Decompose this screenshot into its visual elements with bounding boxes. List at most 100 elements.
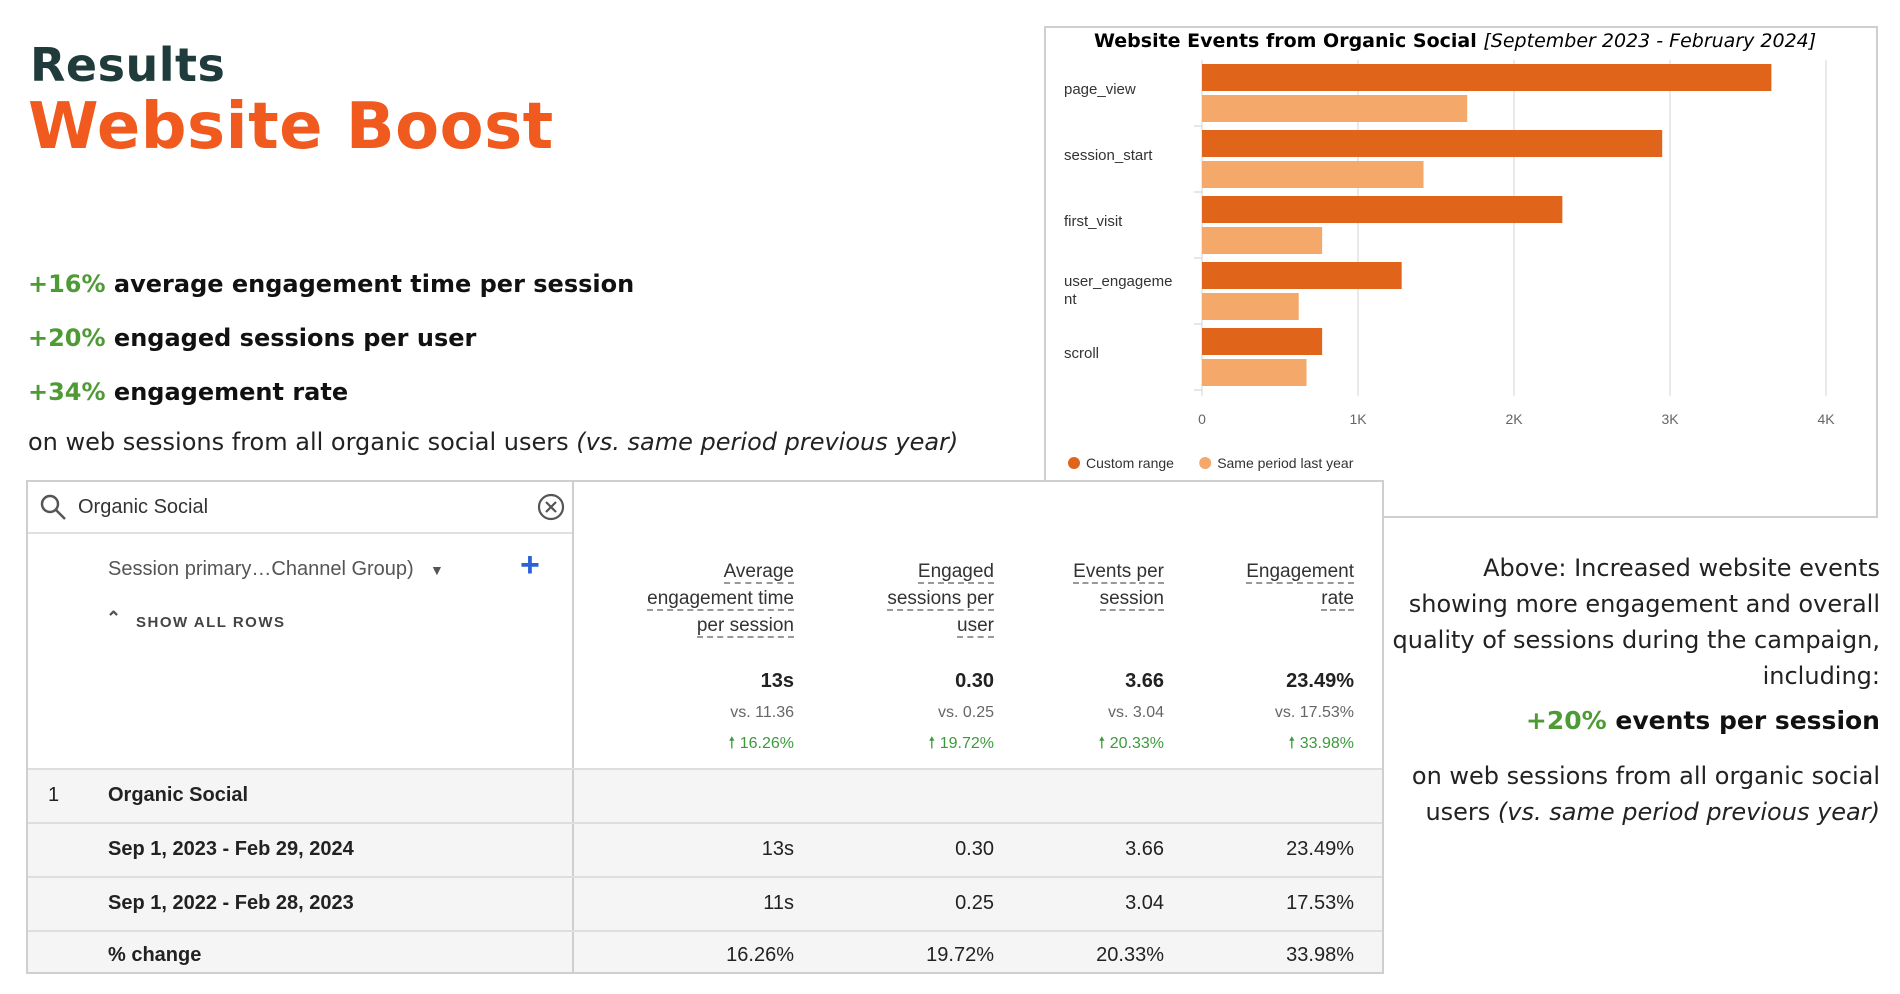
change-value-text: 16.26% (739, 735, 794, 752)
page-title: Website Boost (28, 90, 554, 164)
arrow-up-icon: 🠕 (1288, 735, 1300, 752)
row-label: Organic Social (108, 784, 249, 806)
row-label: % change (108, 944, 202, 966)
col-header-line: user (957, 615, 994, 638)
chart-subtitle: [September 2023 - February 2024] (1483, 30, 1817, 52)
events-bar-chart: 0 1K 2K 3K 4K page_view session_start first_vis… (1064, 60, 1835, 471)
col-header-line: engagement time (647, 588, 794, 611)
dimension-pane: Organic Social Session primary…Channel G… (28, 482, 574, 972)
col-header-line: Average (723, 561, 794, 584)
category-label: first_visit (1064, 213, 1123, 230)
x-tick-label: 1K (1349, 411, 1367, 427)
show-all-rows-button[interactable]: ⌃ SHOW ALL ROWS (106, 608, 286, 631)
stat-engaged-sessions: +20% engaged sessions per user (28, 324, 476, 352)
add-dimension-button[interactable]: + (520, 546, 540, 584)
col-header-line: Events per (1073, 561, 1164, 584)
stats-note-text: on web sessions from all organic social … (28, 428, 577, 456)
x-tick-label: 4K (1817, 411, 1835, 427)
row-value: 3.04 (1125, 892, 1164, 914)
col-header-line: Engaged (917, 561, 994, 584)
col-engaged-sessions[interactable]: Engaged sessions per user (818, 558, 994, 639)
category-label: page_view (1064, 81, 1136, 98)
stat-engagement-time: +16% average engagement time per session (28, 270, 634, 298)
table-row[interactable]: Sep 1, 2023 - Feb 29, 2024 13s 0.30 3.66… (28, 822, 1382, 876)
results-label: Results (30, 38, 226, 92)
stats-note-italic: (vs. same period previous year) (576, 428, 959, 456)
search-input[interactable]: Organic Social (78, 496, 209, 518)
row-index: 1 (48, 784, 60, 806)
expand-rows-icon: ⌃ (106, 608, 123, 628)
row-value: 17.53% (1286, 892, 1354, 914)
column-divider (572, 932, 574, 972)
change-value: 🠕 19.72% (818, 732, 994, 759)
column-divider (572, 770, 574, 822)
bar (1202, 328, 1323, 355)
events-note-text: on web sessions from all organic social … (1411, 762, 1880, 826)
chevron-down-icon[interactable]: ▼ (430, 562, 444, 578)
bar (1202, 227, 1323, 254)
clear-search-icon[interactable] (536, 492, 566, 522)
total-value: 23.49% (1286, 670, 1354, 692)
legend-swatch (1068, 457, 1080, 469)
change-value-text: 19.72% (939, 735, 994, 752)
column-divider (572, 824, 574, 876)
row-value: 33.98% (1286, 944, 1354, 966)
total-value: 0.30 (955, 670, 994, 692)
row-value: 3.66 (1125, 838, 1164, 860)
legend-swatch (1199, 457, 1212, 469)
row-label: Sep 1, 2022 - Feb 28, 2023 (108, 892, 354, 914)
change-value: 🠕 16.26% (588, 732, 794, 759)
legend-label: Same period last year (1217, 455, 1354, 471)
stat-label: engaged sessions per user (113, 324, 477, 352)
category-label: session_start (1064, 147, 1153, 164)
col-header-line: Engagement (1246, 561, 1354, 584)
col-header-line: per session (696, 615, 794, 638)
col-header-line: rate (1321, 588, 1354, 611)
row-value: 16.26% (726, 944, 794, 966)
column-divider (572, 878, 574, 930)
x-tick-label: 3K (1661, 411, 1679, 427)
bar (1202, 64, 1772, 91)
events-note: on web sessions from all organic social … (1380, 758, 1880, 830)
search-icon (40, 494, 66, 520)
bar (1202, 130, 1663, 157)
stat-engagement-rate: +34% engagement rate (28, 378, 348, 406)
table-row-group[interactable]: 1 Organic Social (28, 768, 1382, 822)
stats-note: on web sessions from all organic social … (28, 428, 958, 456)
table-row[interactable]: % change 16.26% 19.72% 20.33% 33.98% (28, 930, 1382, 972)
bar (1202, 359, 1307, 386)
change-value-text: 20.33% (1109, 735, 1164, 752)
row-value: 0.25 (955, 892, 994, 914)
category-label: nt (1064, 291, 1077, 308)
bar (1202, 95, 1468, 122)
col-avg-engagement-time[interactable]: Average engagement time per session (588, 558, 794, 639)
col-header-line: session (1099, 588, 1164, 611)
bar (1202, 161, 1424, 188)
bar (1202, 293, 1299, 320)
chart-commentary: Above: Increased website events showing … (1392, 554, 1881, 690)
row-value: 19.72% (926, 944, 994, 966)
stat-percent: +20% (1525, 706, 1607, 735)
chart-title: Website Events from Organic Social [Sept… (1094, 30, 1816, 52)
stat-percent: +16% (28, 270, 106, 298)
row-value: 23.49% (1286, 838, 1354, 860)
x-tick-label: 0 (1198, 411, 1206, 427)
table-row[interactable]: Sep 1, 2022 - Feb 28, 2023 11s 0.25 3.04… (28, 876, 1382, 930)
bar (1202, 196, 1563, 223)
col-engagement-rate[interactable]: Engagement rate (1188, 558, 1354, 612)
chart-title-main: Website Events from Organic Social (1094, 30, 1477, 52)
bar (1202, 262, 1402, 289)
change-value: 🠕 33.98% (1188, 732, 1354, 759)
compare-value: vs. 11.36 (730, 704, 794, 721)
category-label: user_engageme (1064, 273, 1172, 290)
stat-percent: +20% (28, 324, 106, 352)
arrow-up-icon: 🠕 (728, 735, 740, 752)
dimension-select[interactable]: Session primary…Channel Group) (108, 558, 414, 580)
stat-label: events per session (1615, 706, 1880, 735)
row-value: 20.33% (1096, 944, 1164, 966)
col-events-per-session[interactable]: Events per session (1018, 558, 1164, 612)
total-value: 13s (760, 670, 794, 692)
compare-value: vs. 0.25 (937, 704, 994, 721)
search-bar[interactable]: Organic Social (28, 482, 572, 534)
change-value-text: 33.98% (1299, 735, 1354, 752)
